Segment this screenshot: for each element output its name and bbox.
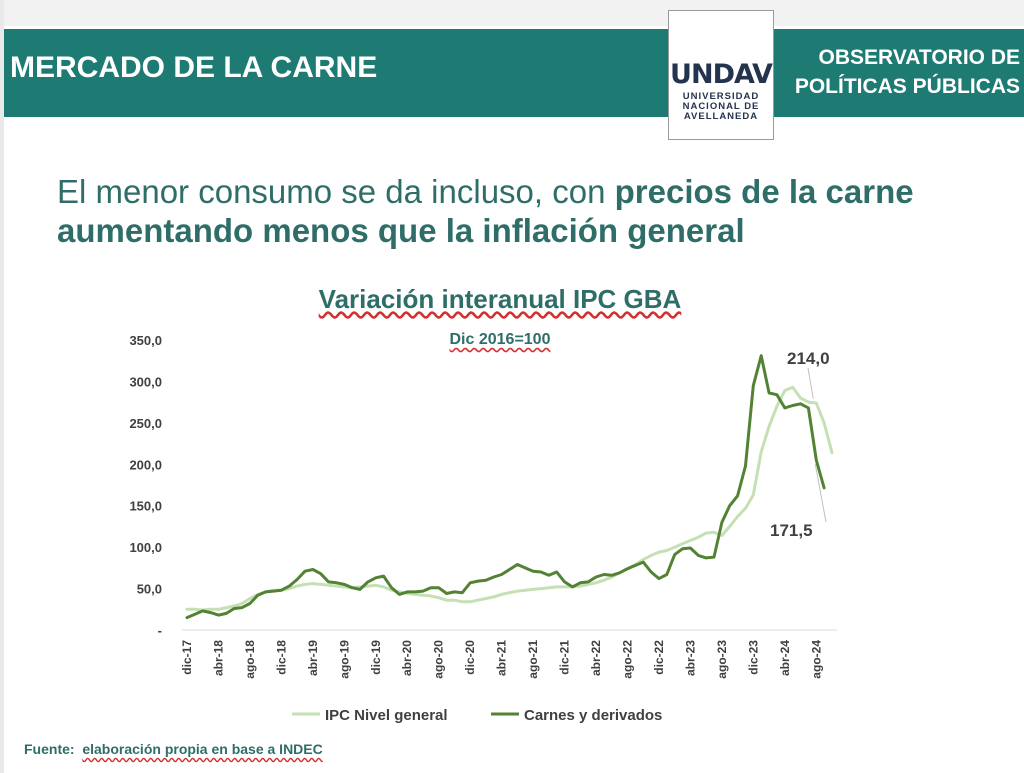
legend-label-ipc: IPC Nivel general	[325, 707, 448, 724]
headline-bold2: aumentando menos que la inflación genera…	[57, 212, 745, 249]
x-tick-label: abr-21	[495, 640, 509, 676]
y-tick-label: 350,0	[129, 333, 162, 348]
x-tick-label: dic-19	[369, 640, 383, 675]
series-line-carnes	[185, 354, 826, 620]
header-right-line1: OBSERVATORIO DE	[818, 46, 1020, 69]
x-tick-label: abr-23	[683, 640, 697, 676]
x-tick-label: dic-22	[652, 640, 666, 675]
x-tick-label: ago-19	[337, 640, 351, 679]
data-label-carnes-last: 171,5	[770, 521, 813, 540]
y-tick-label: -	[158, 623, 162, 638]
x-tick-label: ago-24	[809, 640, 823, 679]
series-line-ipc	[185, 385, 834, 612]
source-note: Fuente: elaboración propia en base a IND…	[24, 741, 323, 757]
x-tick-label: ago-23	[715, 640, 729, 679]
leader-line-ipc	[807, 367, 814, 400]
logo-line3: AVELLANEDA	[683, 111, 759, 122]
logo-line1: UNIVERSIDAD	[682, 91, 760, 102]
x-tick-label: dic-20	[463, 640, 477, 675]
y-tick-label: 300,0	[129, 374, 162, 389]
y-tick-label: 250,0	[129, 416, 162, 431]
chart-subtitle: Dic 2016=100	[0, 331, 1000, 349]
header-title: MERCADO DE LA CARNE	[10, 51, 378, 84]
x-tick-label: abr-24	[778, 640, 792, 676]
y-tick-label: 50,0	[137, 582, 162, 597]
logo-mark: UNDAV	[670, 59, 773, 90]
x-tick-label: abr-20	[400, 640, 414, 676]
y-tick-label: 150,0	[129, 499, 162, 514]
x-tick-label: abr-18	[211, 640, 225, 676]
logo-line2: NACIONAL DE	[682, 101, 760, 112]
x-tick-label: ago-18	[243, 640, 257, 679]
source-label: Fuente:	[24, 741, 75, 757]
legend-label-carnes: Carnes y derivados	[524, 707, 662, 724]
data-label-ipc-last: 214,0	[787, 349, 830, 368]
window-left-strip	[0, 0, 4, 773]
leader-line-carnes	[814, 464, 827, 523]
x-tick-label: ago-22	[620, 640, 634, 679]
x-tick-label: abr-19	[306, 640, 320, 676]
chart-subtitle-text: Dic 2016=100	[449, 331, 551, 348]
y-tick-label: 200,0	[129, 457, 162, 472]
headline: El menor consumo se da incluso, con prec…	[57, 172, 997, 250]
chart-title-text: Variación interanual IPC GBA	[318, 284, 682, 314]
x-tick-label: dic-17	[180, 640, 194, 675]
x-tick-label: ago-20	[432, 640, 446, 679]
x-tick-label: dic-21	[558, 640, 572, 675]
header-right-title: OBSERVATORIO DE POLÍTICAS PÚBLICAS	[780, 43, 1020, 101]
university-logo: UNDAV UNIVERSIDAD NACIONAL DE AVELLANEDA	[668, 10, 774, 140]
x-tick-label: dic-18	[274, 640, 288, 675]
y-tick-label: 100,0	[129, 540, 162, 555]
headline-normal: El menor consumo se da incluso, con	[57, 173, 615, 210]
header-right-line2: POLÍTICAS PÚBLICAS	[794, 75, 1020, 98]
window-top-strip	[0, 0, 1024, 26]
header-band	[4, 29, 1024, 117]
x-tick-label: abr-22	[589, 640, 603, 676]
logo-text: UNIVERSIDAD NACIONAL DE AVELLANEDA	[669, 92, 773, 122]
headline-bold1: precios de la carne	[614, 173, 914, 210]
x-tick-label: ago-21	[526, 640, 540, 679]
chart-title: Variación interanual IPC GBA	[0, 284, 1000, 315]
x-tick-label: dic-23	[746, 640, 760, 675]
source-text: elaboración propia en base a INDEC	[82, 741, 323, 757]
